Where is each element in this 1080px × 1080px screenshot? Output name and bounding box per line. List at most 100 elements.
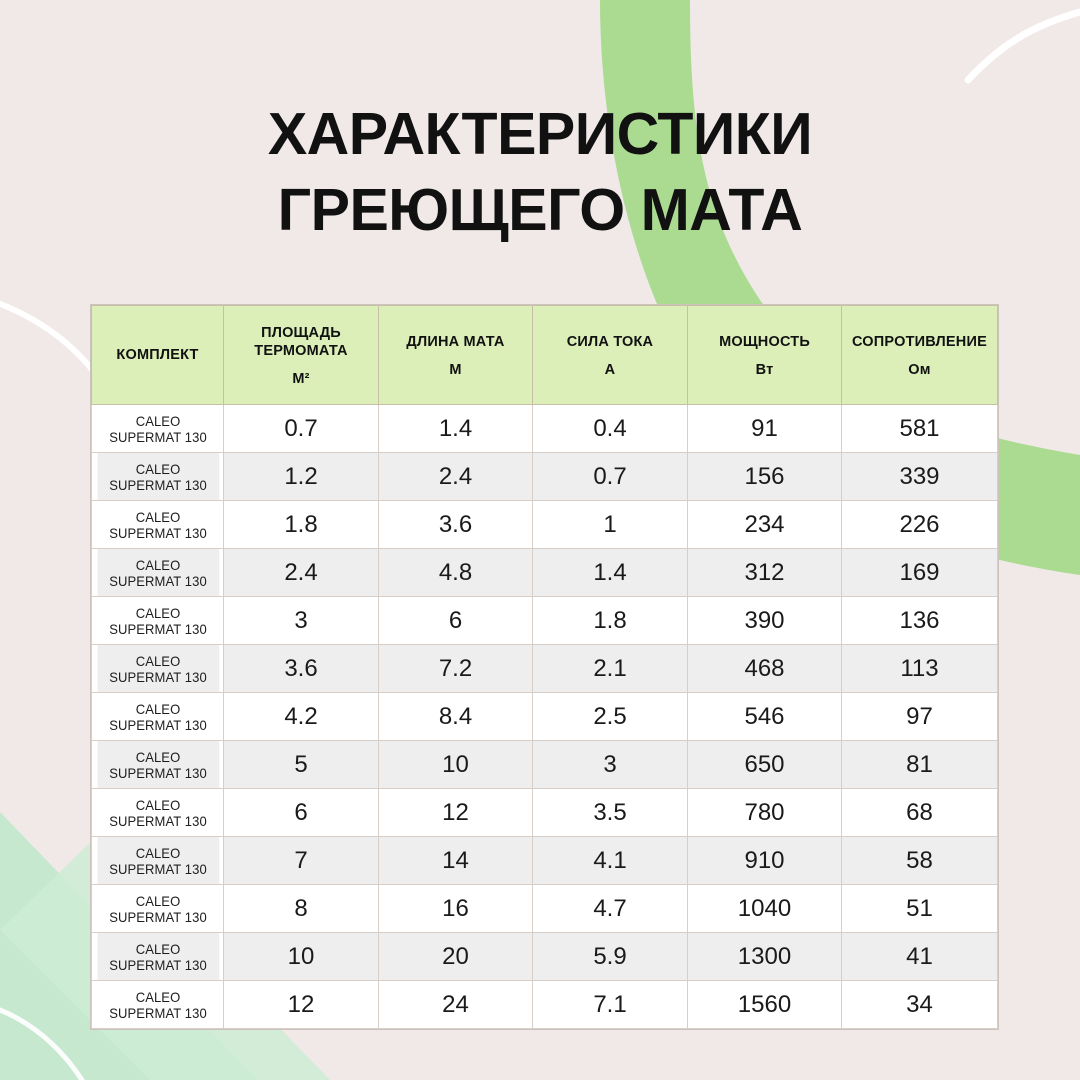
table-row: CALEO SUPERMAT 130 6 12 3.5 780 68 xyxy=(92,788,998,837)
cell-kit: CALEO SUPERMAT 130 xyxy=(95,932,220,981)
cell-power: 1560 xyxy=(687,980,842,1029)
cell-resistance: 581 xyxy=(841,404,998,453)
cell-power: 390 xyxy=(687,596,842,645)
column-header-area-unit: М² xyxy=(292,370,310,387)
cell-current: 4.1 xyxy=(532,836,688,885)
cell-power: 1040 xyxy=(687,884,842,933)
cell-kit: CALEO SUPERMAT 130 xyxy=(95,980,220,1029)
column-header-power: МОЩНОСТЬ Вт xyxy=(687,305,842,405)
table-row: CALEO SUPERMAT 130 4.2 8.4 2.5 546 97 xyxy=(92,692,998,741)
cell-current: 1.8 xyxy=(532,596,688,645)
table-row: CALEO SUPERMAT 130 0.7 1.4 0.4 91 581 xyxy=(92,404,998,453)
table-row: CALEO SUPERMAT 130 8 16 4.7 1040 51 xyxy=(92,884,998,933)
column-header-area: ПЛОЩАДЬ ТЕРМОМАТА М² xyxy=(223,305,379,405)
cell-resistance: 169 xyxy=(841,548,998,597)
table-row: CALEO SUPERMAT 130 7 14 4.1 910 58 xyxy=(92,836,998,885)
cell-area: 0.7 xyxy=(223,404,379,453)
cell-area: 1.8 xyxy=(223,500,379,549)
cell-current: 5.9 xyxy=(532,932,688,981)
table-row: CALEO SUPERMAT 130 12 24 7.1 1560 34 xyxy=(92,980,998,1029)
cell-kit: CALEO SUPERMAT 130 xyxy=(95,548,220,597)
page-title-line-1: ХАРАКТЕРИСТИКИ xyxy=(267,101,813,167)
table-row: CALEO SUPERMAT 130 1.2 2.4 0.7 156 339 xyxy=(92,452,998,501)
cell-power: 468 xyxy=(687,644,842,693)
cell-area: 5 xyxy=(223,740,379,789)
cell-length: 24 xyxy=(378,980,533,1029)
cell-resistance: 339 xyxy=(841,452,998,501)
table-row: CALEO SUPERMAT 130 5 10 3 650 81 xyxy=(92,740,998,789)
column-header-length-label: ДЛИНА МАТА xyxy=(406,333,505,350)
column-header-kit-label: КОМПЛЕКТ xyxy=(116,347,199,363)
cell-power: 546 xyxy=(687,692,842,741)
spec-table-container: КОМПЛЕКТ ПЛОЩАДЬ ТЕРМОМАТА М² ДЛИНА МАТА… xyxy=(91,305,998,1029)
column-header-length-unit: М xyxy=(449,361,462,378)
cell-resistance: 113 xyxy=(841,644,998,693)
cell-area: 6 xyxy=(223,788,379,837)
cell-power: 910 xyxy=(687,836,842,885)
page-title: ХАРАКТЕРИСТИКИ ГРЕЮЩЕГО МАТА xyxy=(0,96,1080,248)
cell-kit: CALEO SUPERMAT 130 xyxy=(95,404,220,453)
table-row: CALEO SUPERMAT 130 1.8 3.6 1 234 226 xyxy=(92,500,998,549)
cell-resistance: 226 xyxy=(841,500,998,549)
spec-table: КОМПЛЕКТ ПЛОЩАДЬ ТЕРМОМАТА М² ДЛИНА МАТА… xyxy=(91,305,998,1029)
cell-length: 1.4 xyxy=(378,404,533,453)
cell-power: 91 xyxy=(687,404,842,453)
table-header-row: КОМПЛЕКТ ПЛОЩАДЬ ТЕРМОМАТА М² ДЛИНА МАТА… xyxy=(91,305,998,405)
column-header-kit: КОМПЛЕКТ xyxy=(91,305,224,405)
cell-length: 14 xyxy=(378,836,533,885)
cell-power: 650 xyxy=(687,740,842,789)
cell-kit: CALEO SUPERMAT 130 xyxy=(95,788,220,837)
column-header-resistance: СОПРОТИВЛЕНИЕ Ом xyxy=(841,305,998,405)
column-header-current: СИЛА ТОКА А xyxy=(532,305,688,405)
table-row: CALEO SUPERMAT 130 3 6 1.8 390 136 xyxy=(92,596,998,645)
column-header-resistance-label: СОПРОТИВЛЕНИЕ xyxy=(852,333,987,350)
cell-resistance: 34 xyxy=(841,980,998,1029)
column-header-current-label: СИЛА ТОКА xyxy=(566,333,654,350)
cell-kit: CALEO SUPERMAT 130 xyxy=(95,452,220,501)
cell-area: 1.2 xyxy=(223,452,379,501)
cell-length: 8.4 xyxy=(378,692,533,741)
cell-area: 3.6 xyxy=(223,644,379,693)
cell-length: 3.6 xyxy=(378,500,533,549)
column-header-power-label: МОЩНОСТЬ xyxy=(719,333,810,350)
cell-area: 10 xyxy=(223,932,379,981)
cell-power: 234 xyxy=(687,500,842,549)
table-row: CALEO SUPERMAT 130 2.4 4.8 1.4 312 169 xyxy=(92,548,998,597)
cell-area: 7 xyxy=(223,836,379,885)
cell-resistance: 41 xyxy=(841,932,998,981)
white-curve-left xyxy=(0,300,107,389)
cell-kit: CALEO SUPERMAT 130 xyxy=(95,500,220,549)
cell-length: 6 xyxy=(378,596,533,645)
cell-area: 4.2 xyxy=(223,692,379,741)
cell-kit: CALEO SUPERMAT 130 xyxy=(95,692,220,741)
cell-kit: CALEO SUPERMAT 130 xyxy=(95,884,220,933)
cell-current: 1.4 xyxy=(532,548,688,597)
column-header-area-label: ПЛОЩАДЬ ТЕРМОМАТА xyxy=(254,324,348,359)
cell-length: 16 xyxy=(378,884,533,933)
cell-kit: CALEO SUPERMAT 130 xyxy=(95,644,220,693)
cell-power: 1300 xyxy=(687,932,842,981)
cell-power: 780 xyxy=(687,788,842,837)
spec-table-head: КОМПЛЕКТ ПЛОЩАДЬ ТЕРМОМАТА М² ДЛИНА МАТА… xyxy=(91,305,998,405)
table-row: CALEO SUPERMAT 130 10 20 5.9 1300 41 xyxy=(92,932,998,981)
cell-length: 12 xyxy=(378,788,533,837)
column-header-resistance-unit: Ом xyxy=(908,361,931,378)
column-header-power-unit: Вт xyxy=(755,361,774,378)
cell-area: 3 xyxy=(223,596,379,645)
cell-resistance: 136 xyxy=(841,596,998,645)
cell-resistance: 58 xyxy=(841,836,998,885)
cell-area: 12 xyxy=(223,980,379,1029)
column-header-length: ДЛИНА МАТА М xyxy=(378,305,533,405)
page-title-line-2: ГРЕЮЩЕГО МАТА xyxy=(277,177,803,243)
column-header-current-unit: А xyxy=(604,361,616,378)
cell-length: 10 xyxy=(378,740,533,789)
table-row: CALEO SUPERMAT 130 3.6 7.2 2.1 468 113 xyxy=(92,644,998,693)
cell-resistance: 68 xyxy=(841,788,998,837)
cell-kit: CALEO SUPERMAT 130 xyxy=(95,836,220,885)
cell-current: 1 xyxy=(532,500,688,549)
cell-power: 312 xyxy=(687,548,842,597)
cell-current: 3 xyxy=(532,740,688,789)
cell-length: 7.2 xyxy=(378,644,533,693)
cell-current: 7.1 xyxy=(532,980,688,1029)
cell-length: 2.4 xyxy=(378,452,533,501)
